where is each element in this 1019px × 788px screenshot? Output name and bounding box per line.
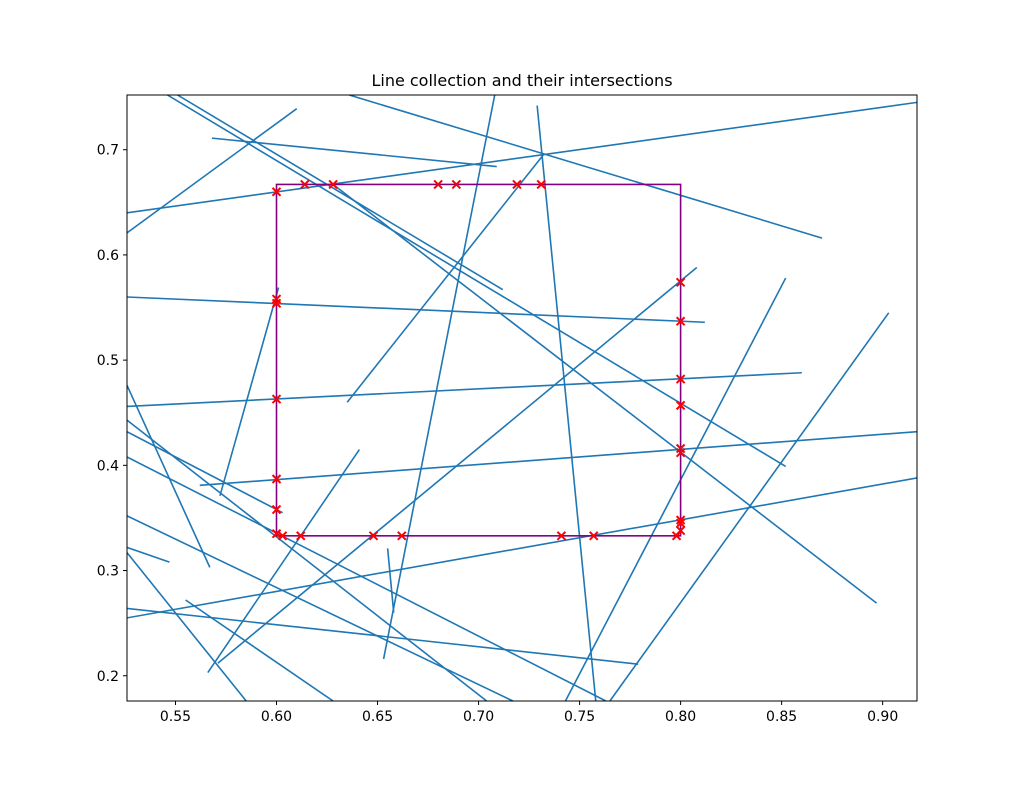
intersection-marker-25 (675, 448, 686, 458)
intersection-markers (271, 179, 686, 541)
line-collection (127, 95, 917, 701)
line-segment-11 (127, 371, 802, 408)
y-tick-label-1: 0.3 (97, 564, 119, 580)
y-tick-label-3: 0.5 (97, 353, 119, 369)
x-axis: 0.55 0.60 0.65 0.70 0.75 0.80 0.85 0.90 (160, 701, 898, 725)
line-segment-13 (127, 477, 917, 619)
intersection-marker-3 (451, 179, 462, 190)
y-tick-label-4: 0.6 (97, 248, 119, 264)
y-axis: 0.2 0.3 0.4 0.5 0.6 0.7 (97, 143, 127, 685)
line-segment-9 (127, 296, 705, 324)
line-segment-18 (127, 430, 283, 514)
intersection-marker-5 (536, 179, 546, 190)
x-tick-label-3: 0.70 (463, 709, 494, 725)
line-segment-14 (127, 607, 639, 665)
intersection-marker-15 (368, 531, 379, 541)
intersection-marker-4 (512, 179, 522, 190)
line-segment-5 (166, 95, 787, 468)
y-tick-label-2: 0.4 (97, 458, 119, 474)
line-segment-1 (127, 101, 917, 214)
line-segment-16 (217, 266, 698, 664)
intersection-marker-26 (675, 515, 686, 525)
y-tick-label-5: 0.7 (97, 143, 119, 159)
line-segment-22 (127, 546, 170, 563)
line-segment-24 (185, 599, 334, 701)
line-segment-12 (199, 430, 917, 487)
intersection-marker-20 (675, 277, 686, 287)
x-tick-label-2: 0.65 (362, 709, 393, 725)
intersection-marker-13 (277, 531, 288, 541)
intersection-marker-1 (328, 179, 338, 190)
intersection-marker-2 (433, 179, 443, 190)
line-segment-23 (127, 552, 247, 701)
line-segment-8 (536, 105, 597, 701)
x-tick-label-6: 0.85 (766, 709, 797, 725)
line-segment-4 (349, 95, 823, 239)
intersection-marker-12 (271, 529, 282, 539)
line-segment-6 (346, 154, 544, 403)
intersection-marker-11 (271, 504, 282, 515)
purple-rectangle (275, 183, 682, 537)
intersection-marker-23 (675, 400, 686, 411)
intersection-marker-14 (296, 531, 306, 541)
line-segment-7 (382, 95, 496, 660)
x-tick-label-5: 0.80 (665, 709, 696, 725)
line-segment-15 (207, 449, 361, 674)
intersection-marker-22 (675, 374, 686, 384)
line-segment-10 (219, 287, 280, 497)
line-segment-19 (127, 419, 488, 701)
line-segment-0 (127, 108, 298, 234)
intersection-marker-28 (675, 525, 686, 536)
line-segment-21 (127, 515, 514, 701)
line-segment-3 (177, 95, 504, 291)
y-tick-label-0: 0.2 (97, 669, 119, 685)
rectangle-layer (275, 183, 682, 537)
x-tick-label-0: 0.55 (160, 709, 191, 725)
intersection-marker-0 (300, 179, 310, 190)
line-segment-25 (564, 277, 787, 701)
intersection-marker-27 (675, 518, 686, 528)
intersection-marker-17 (556, 531, 567, 541)
line-segment-2 (211, 137, 497, 168)
intersection-marker-8 (271, 298, 282, 309)
plot-frame (126, 94, 918, 702)
intersection-marker-16 (397, 531, 407, 541)
intersection-marker-6 (271, 187, 282, 197)
line-segment-26 (609, 312, 890, 701)
x-tick-label-7: 0.90 (867, 709, 898, 725)
chart-title: Line collection and their intersections (371, 71, 672, 90)
intersection-marker-18 (589, 531, 599, 541)
line-segment-17 (127, 385, 211, 568)
line-segment-20 (127, 456, 607, 701)
intersection-marker-9 (271, 394, 282, 404)
x-tick-label-1: 0.60 (261, 709, 292, 725)
intersection-marker-21 (675, 316, 686, 326)
line-segment-27 (332, 183, 878, 604)
intersection-marker-10 (271, 474, 282, 484)
x-tick-label-4: 0.75 (564, 709, 595, 725)
line-segment-28 (386, 548, 395, 613)
